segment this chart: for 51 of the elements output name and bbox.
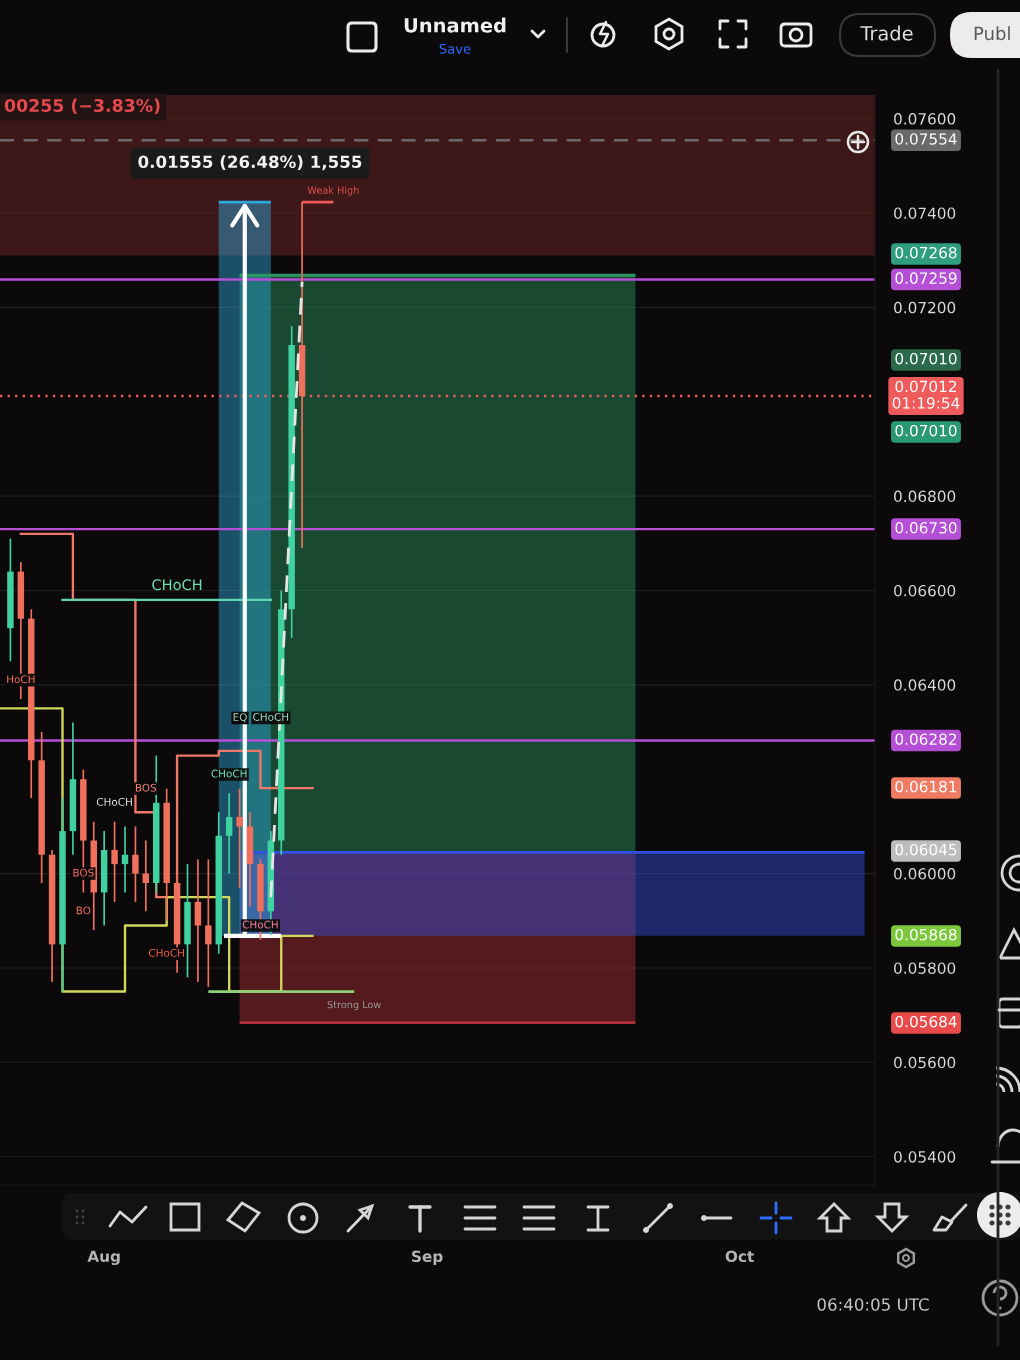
text: Publ [974, 26, 1010, 41]
annotation: 0.01555 (26.48%) 1,555 [138, 155, 362, 171]
candlestick [205, 858, 212, 988]
text: 0.06181 [895, 780, 957, 793]
y-tick-label: 0.05800 [894, 962, 956, 974]
x-tick-label: Oct [725, 1250, 754, 1263]
ref-line-label: 0.06730 [895, 521, 957, 534]
annotation: EQ [233, 713, 247, 723]
x-tick-label: Aug [87, 1250, 120, 1266]
y-tick-label: 0.06000 [894, 868, 956, 880]
text: 0.07268 [895, 246, 957, 259]
text: Save [439, 43, 471, 54]
annotation: CHoCH [253, 713, 289, 721]
ref-line-label: 0.07554 [895, 133, 957, 145]
annotation: BOS [73, 868, 94, 877]
annotation: Weak High [307, 186, 359, 196]
text: 0.07010 [895, 352, 957, 365]
candlestick [132, 825, 139, 903]
annotation: CHoCH [148, 948, 184, 957]
ref-line-label: 0.06282 [895, 733, 957, 745]
annotation: BOS [135, 783, 157, 792]
text: Trade [860, 25, 913, 41]
annotation: HoCH [7, 675, 35, 684]
y-tick-label: 0.05600 [894, 1056, 956, 1069]
y-tick-label: 0.07200 [894, 301, 956, 314]
ref-line-label: 0.07259 [895, 272, 957, 284]
candlestick [111, 820, 118, 903]
annotation: CHoCH [242, 920, 278, 929]
y-tick-label: 0.07400 [894, 207, 956, 219]
candlestick [194, 858, 202, 983]
annotation: 00255 (−3.83%) [4, 98, 160, 115]
annotation: CHoCH [152, 579, 202, 591]
text: Unnamed [404, 17, 506, 33]
annotation: CHoCH [211, 769, 247, 778]
x-tick-label: Sep [412, 1250, 443, 1266]
annotation: CHoCH [96, 797, 132, 806]
ref-line-label: 0.07012 01:19:54 [892, 380, 960, 409]
y-tick-label: 0.06400 [894, 679, 956, 691]
text: 0.06045 [895, 843, 957, 856]
text: 0.07010 [895, 424, 957, 437]
y-tick-label: 0.06800 [894, 490, 956, 503]
candlestick [225, 792, 233, 875]
y-tick-label: 0.06600 [894, 584, 956, 597]
text: 0.05684 [895, 1015, 957, 1028]
y-tick-label: 0.07600 [894, 113, 956, 125]
annotation: BO [76, 906, 91, 915]
text: 0.05868 [895, 928, 957, 941]
candlestick [236, 787, 243, 889]
annotation: Strong Low [327, 1000, 381, 1011]
text: 06:40:05 UTC [817, 1298, 929, 1311]
y-tick-label: 0.05400 [894, 1151, 956, 1163]
